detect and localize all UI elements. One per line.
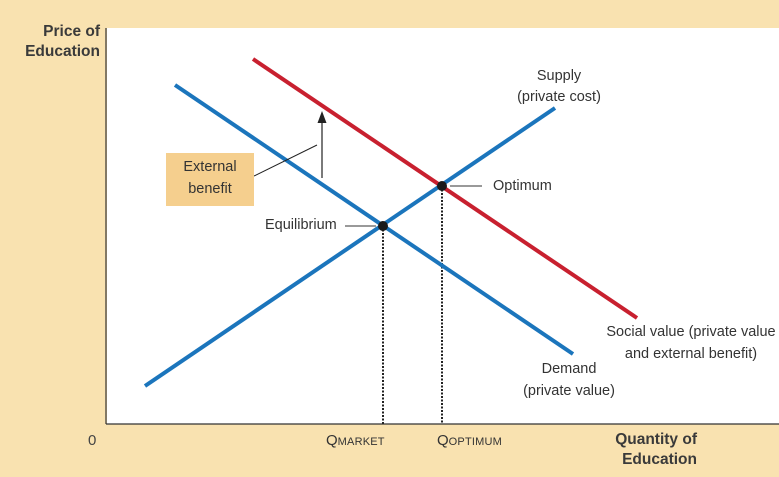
supply-label-line-2: (private cost) — [517, 89, 601, 105]
supply-label: Supply (private cost) — [516, 66, 602, 108]
supply-label-line-1: Supply — [536, 68, 582, 84]
equilibrium-label: Equilibrium — [265, 217, 337, 233]
optimum-point — [437, 181, 447, 191]
demand-label: Demand (private value) — [519, 358, 619, 402]
external-benefit-leader — [253, 144, 318, 177]
arrow-head-icon — [317, 111, 327, 123]
x-axis-title-line-1: Quantity of — [615, 431, 697, 448]
origin-label: 0 — [88, 432, 97, 449]
q-optimum-label: QOPTIMUM — [437, 432, 502, 449]
y-axis-title: Price of Education — [8, 22, 100, 62]
q-market-sub: MARKET — [337, 436, 385, 448]
social-value-label: Social value (private value and external… — [605, 321, 777, 365]
y-axis-title-line-1: Price of — [43, 23, 100, 40]
x-axis-title-line-2: Education — [622, 451, 697, 469]
external-benefit-box: External benefit — [166, 153, 254, 206]
q-optimum-main: Q — [437, 432, 449, 449]
y-axis-title-line-2: Education — [25, 43, 100, 61]
external-benefit-line-2: benefit — [188, 181, 232, 197]
social-value-label-line-1: Social value (private value — [606, 324, 776, 340]
external-benefit-line-1: External — [183, 159, 237, 175]
q-market-label: QMARKET — [326, 432, 385, 449]
supply-curve — [143, 106, 557, 388]
x-axis-title: Quantity of Education — [585, 430, 697, 470]
equilibrium-point — [378, 221, 388, 231]
demand-label-line-2: (private value) — [523, 383, 615, 399]
q-optimum-sub: OPTIMUM — [448, 436, 503, 448]
q-market-main: Q — [326, 432, 338, 449]
optimum-label: Optimum — [493, 178, 552, 194]
demand-curve — [173, 83, 575, 356]
demand-label-line-1: Demand — [541, 361, 597, 377]
social-value-label-line-2: and external benefit) — [624, 346, 758, 362]
